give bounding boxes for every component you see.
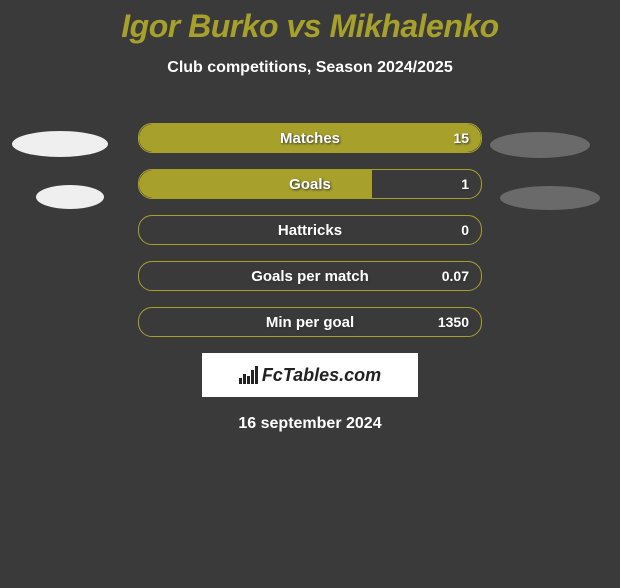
stat-value: 0 [461, 216, 469, 244]
stats-panel: Matches15 Goals1 Hattricks0 Goals per match… [138, 123, 482, 337]
player2-ellipse [490, 132, 590, 158]
date-label: 16 september 2024 [0, 415, 620, 433]
site-logo: FcTables.com [202, 353, 418, 397]
stat-row: Min per goal1350 [138, 307, 482, 337]
stat-row: Matches15 [138, 123, 482, 153]
player2-ellipse [500, 186, 600, 210]
stat-row: Goals per match0.07 [138, 261, 482, 291]
player1-ellipse [12, 131, 108, 157]
stat-value: 1350 [438, 308, 469, 336]
comparison-title: Igor Burko vs Mikhalenko [0, 8, 620, 45]
stat-label: Min per goal [139, 308, 481, 336]
stat-label: Hattricks [139, 216, 481, 244]
stat-row: Hattricks0 [138, 215, 482, 245]
stat-row: Goals1 [138, 169, 482, 199]
chart-icon [239, 366, 258, 384]
logo-text: FcTables.com [262, 365, 381, 386]
stat-label: Goals per match [139, 262, 481, 290]
stat-value: 1 [461, 170, 469, 198]
stat-label: Matches [139, 124, 481, 152]
subtitle: Club competitions, Season 2024/2025 [0, 59, 620, 77]
stat-value: 15 [453, 124, 469, 152]
stat-label: Goals [139, 170, 481, 198]
stat-value: 0.07 [442, 262, 469, 290]
player1-ellipse [36, 185, 104, 209]
